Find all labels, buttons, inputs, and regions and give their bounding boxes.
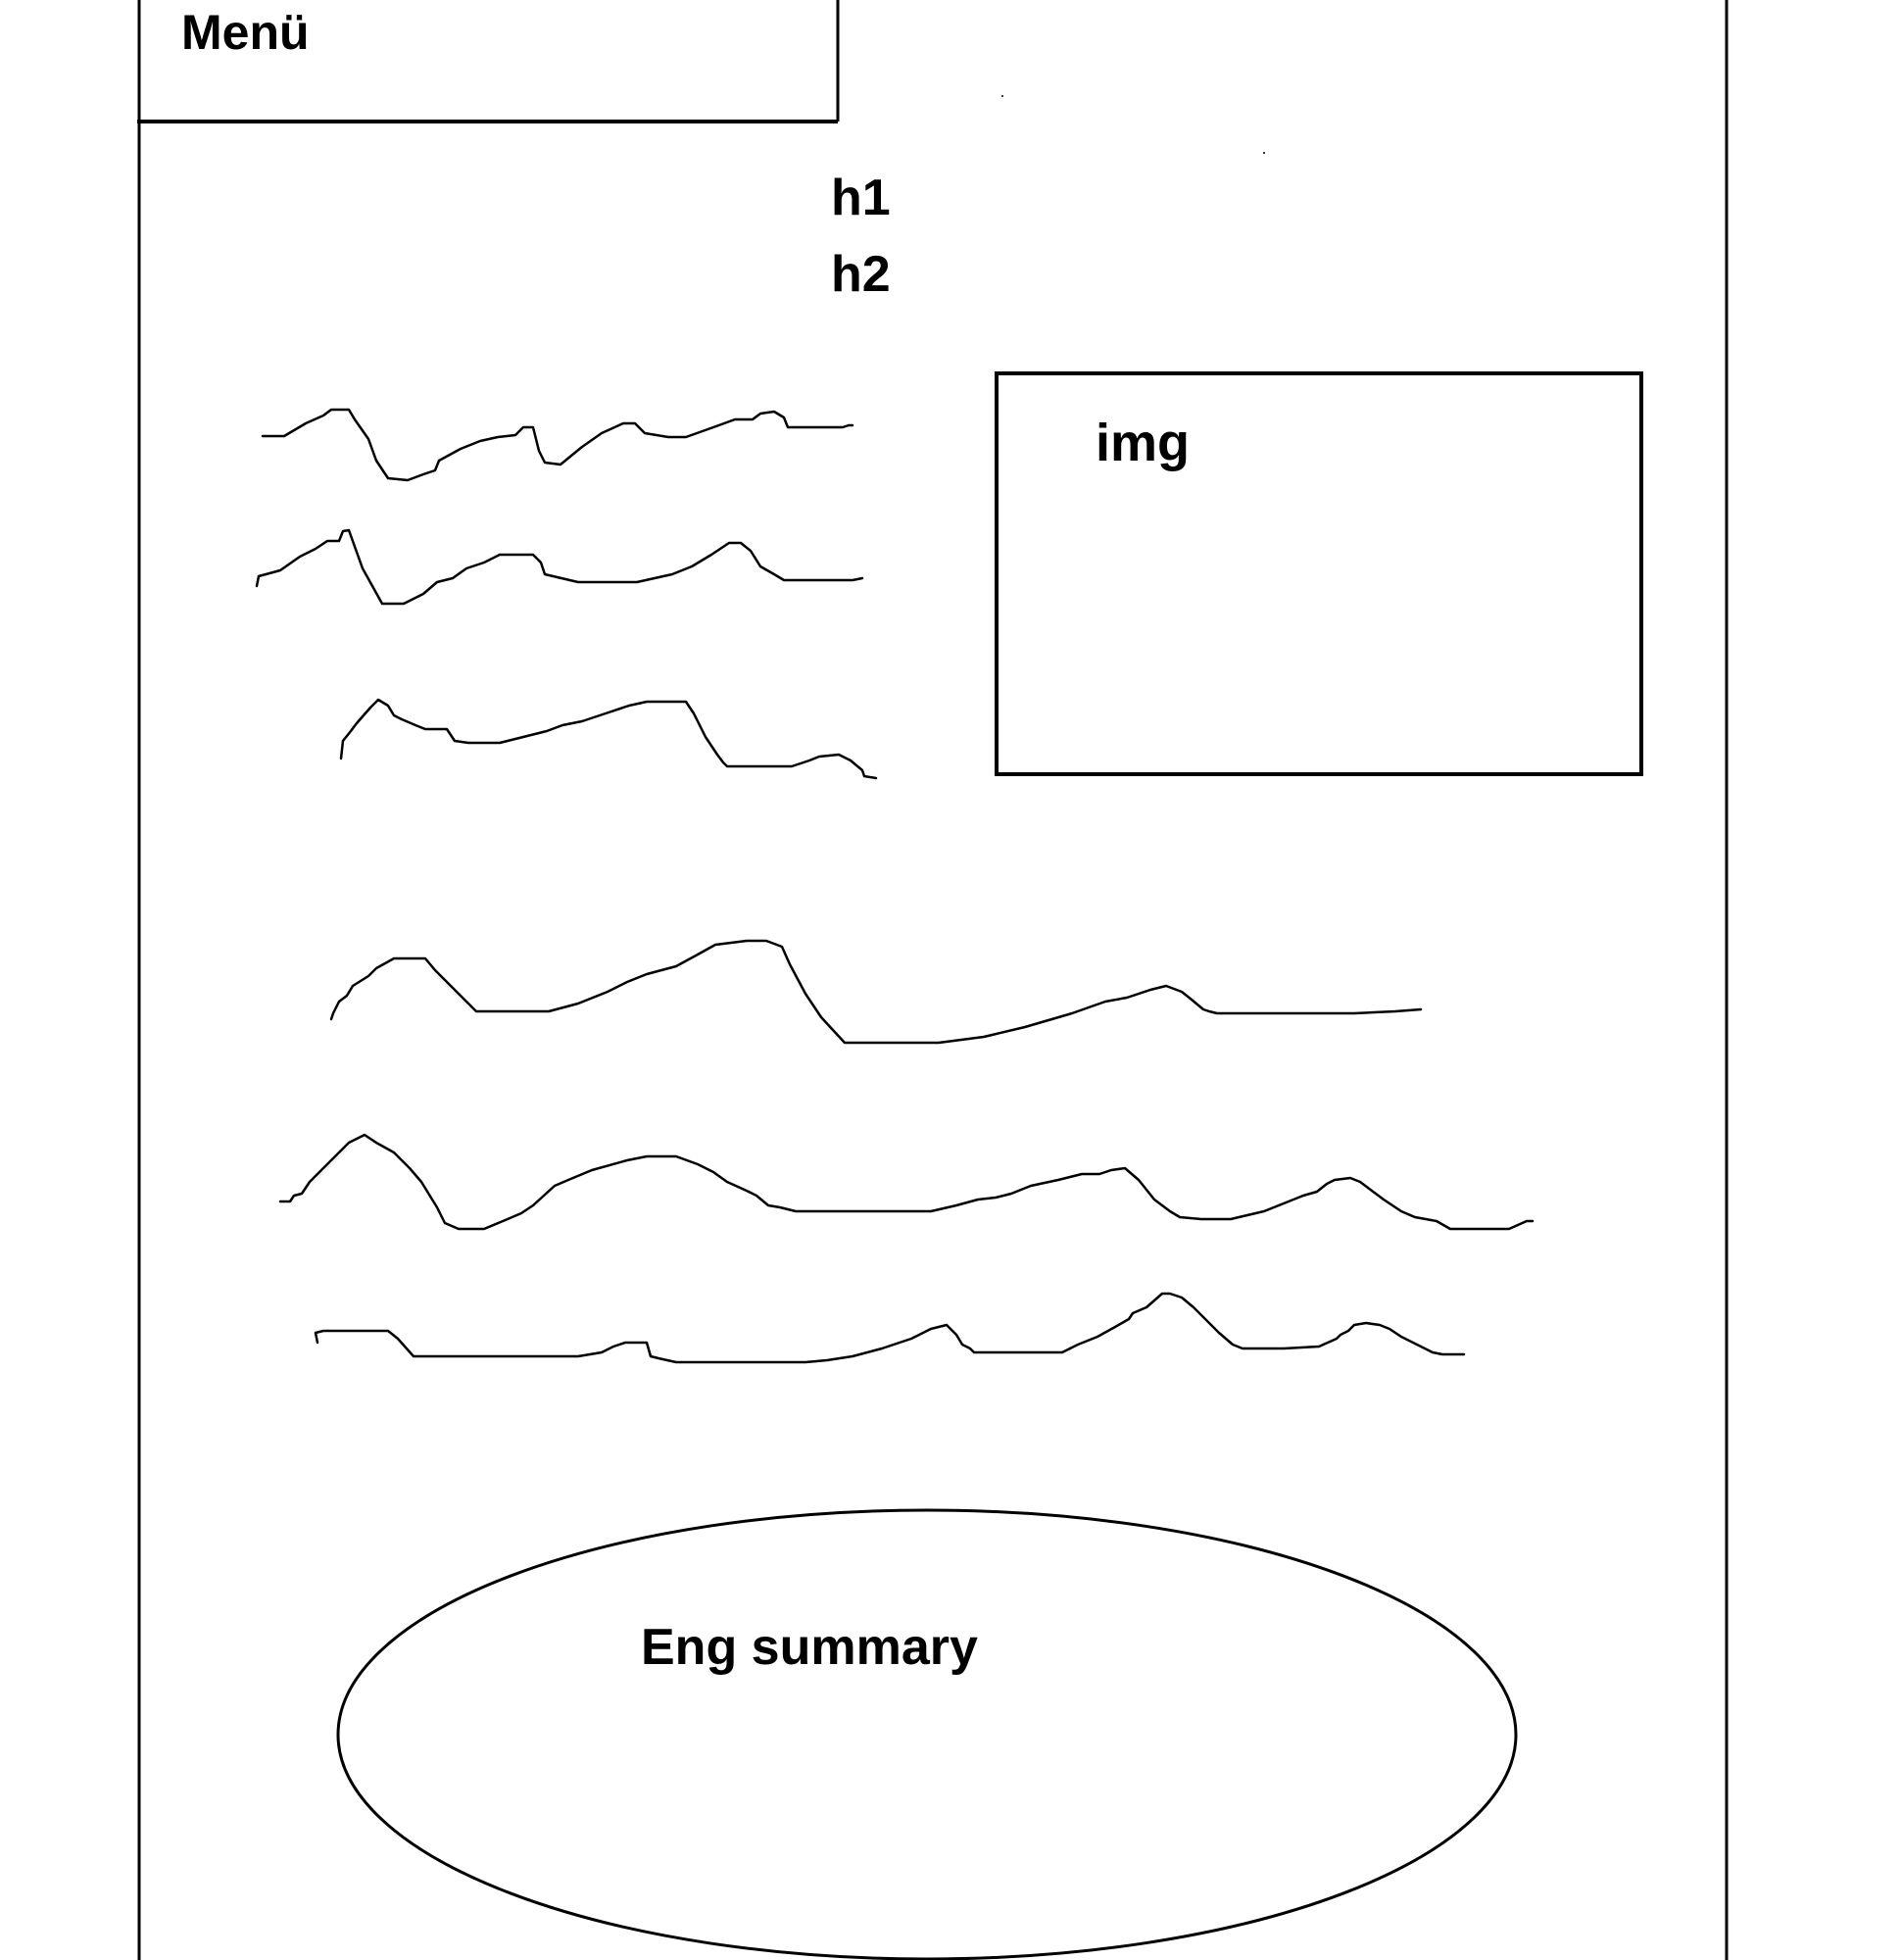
menu-label: Menü	[181, 5, 310, 60]
text-line-3	[339, 698, 878, 780]
summary-label: Eng summary	[641, 1619, 978, 1676]
english-summary-section: Eng summary	[336, 1508, 1518, 1960]
image-frame	[995, 371, 1643, 776]
stray-dot	[1263, 152, 1265, 154]
h1-heading: h1	[831, 170, 891, 226]
summary-ellipse	[336, 1508, 1518, 1960]
image-label: img	[1096, 414, 1190, 472]
text-line-4	[329, 939, 1423, 1045]
menu-box[interactable]: Menü	[137, 0, 840, 123]
text-line-6	[314, 1292, 1466, 1364]
text-line-2	[255, 528, 864, 606]
image-placeholder: img	[995, 371, 1643, 776]
text-line-5	[278, 1133, 1535, 1231]
h2-heading: h2	[831, 246, 891, 303]
body-text-placeholder	[255, 408, 1535, 1364]
stray-dot	[1001, 95, 1003, 97]
text-line-1	[261, 408, 854, 482]
